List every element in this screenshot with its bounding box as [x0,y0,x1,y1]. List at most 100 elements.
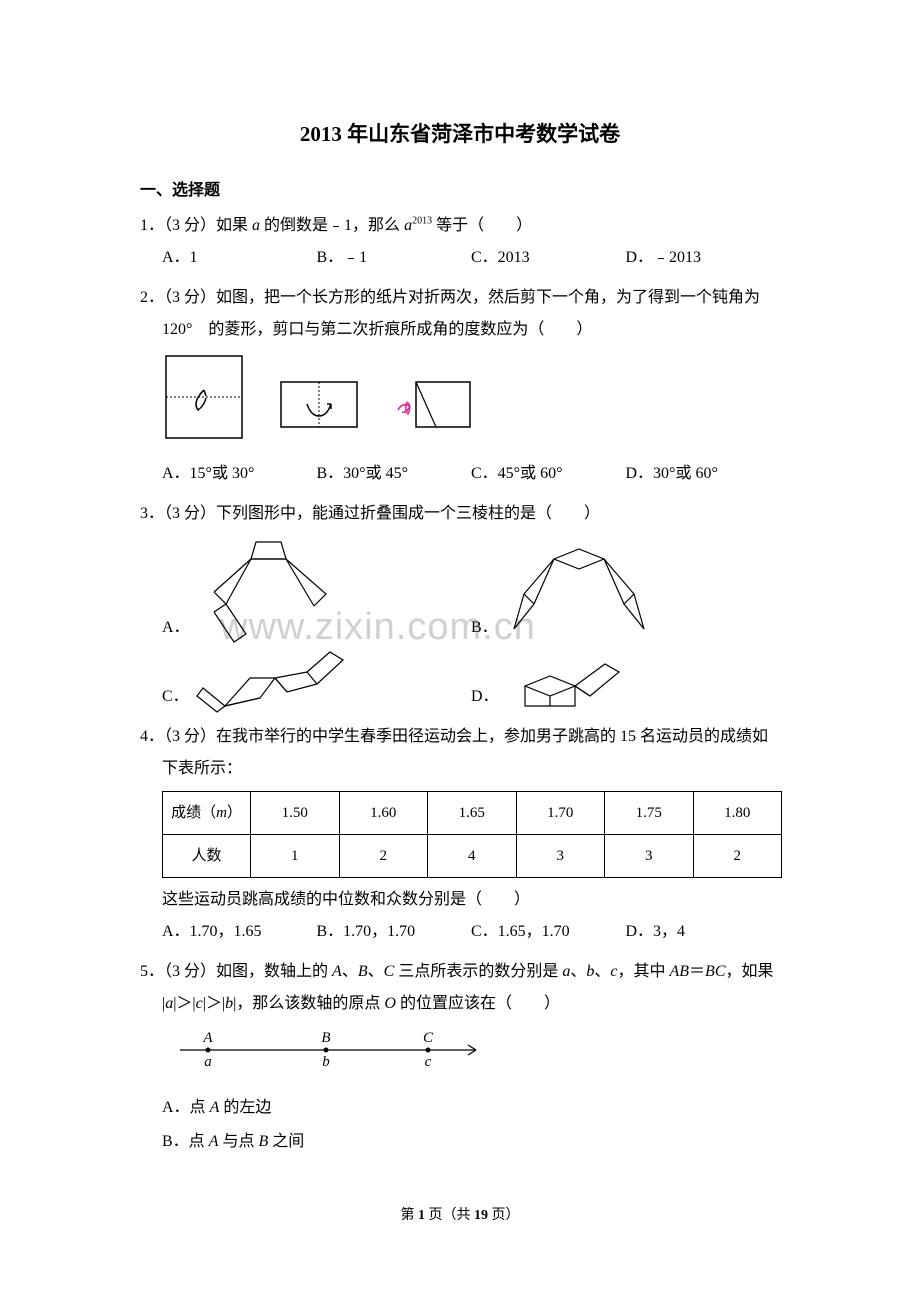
q5-eq: ＝ [689,963,705,980]
q2-text2: 120° 的菱形，剪口与第二次折痕所成角的度数应为（ ） [140,314,780,346]
nl-A: A [202,1030,213,1046]
question-1: 1．（3 分）如果 a 的倒数是﹣1，那么 a2013 等于（ ） A．1 B．… [140,210,780,274]
q4-table: 成绩（m） 1.50 1.60 1.65 1.70 1.75 1.80 人数 1… [162,791,782,878]
q3-option-b-label: B． [471,612,498,644]
q5-optA-var: A [210,1099,220,1116]
q4-option-a: A．1.70，1.65 [162,916,317,948]
q5-O: O [384,995,396,1012]
q1-var-a: a [252,217,260,234]
footer-page: 1 [418,1208,425,1223]
q4-option-b: B．1.70，1.70 [317,916,472,948]
q5-t2d: 的位置应该在（ ） [396,995,560,1012]
q1-option-b: B．﹣1 [317,242,472,274]
q3-option-c-label: C． [162,681,189,713]
q4-text2: 下表所示： [140,753,780,785]
t-h-0: 1.50 [251,792,340,835]
q1-num: 1． [140,217,164,234]
q5-optA-pre: A．点 [162,1099,210,1116]
q2-images [162,352,780,452]
q2-num: 2． [140,289,164,306]
q1-option-a: A．1 [162,242,317,274]
q4-points: （3 分） [164,728,216,745]
footer-mid: 页（共 [425,1208,474,1223]
q1-var-a2: a [404,217,412,234]
q5-s1b: 、 [570,963,586,980]
q5-points: （3 分） [164,963,216,980]
q4-option-d: D．3，4 [626,916,781,948]
q3-option-d-label: D． [471,681,499,713]
nl-a: a [204,1054,212,1070]
q5-C: C [384,963,395,980]
q5-ta: 如图，数轴上的 [216,963,332,980]
q2-option-d: D．30°或 60° [626,458,781,490]
t-c-5: 2 [693,835,782,878]
t-c-4: 3 [605,835,694,878]
q5-t2b: |＞| [173,995,195,1012]
q1-sup: 2013 [412,216,432,227]
footer-total: 19 [474,1208,488,1223]
q5-b2: b [225,995,233,1012]
nl-c: c [425,1054,432,1070]
q4-text1: 在我市举行的中学生春季田径运动会上，参加男子跳高的 15 名运动员的成绩如 [216,728,768,745]
q2-text1: 如图，把一个长方形的纸片对折两次，然后剪下一个角，为了得到一个钝角为 [216,289,760,306]
q5-s1: 、 [342,963,358,980]
q5-B: B [358,963,368,980]
q3-text: 下列图形中，能通过折叠围成一个三棱柱的是（ ） [216,505,600,522]
q5-AB: AB [669,963,689,980]
question-2: 2．（3 分）如图，把一个长方形的纸片对折两次，然后剪下一个角，为了得到一个钝角… [140,282,780,490]
nl-b: b [322,1054,330,1070]
t-h-5: 1.80 [693,792,782,835]
t-r1-label: 成绩（ [171,805,216,821]
fold-image-2 [277,362,362,452]
q5-A: A [332,963,342,980]
q5-t2c: |，那么该数轴的原点 [233,995,384,1012]
q3-num: 3． [140,505,164,522]
fold-image-3 [392,362,477,452]
q1-option-c: C．2013 [471,242,626,274]
q1-points: （3 分） [164,217,216,234]
q5-optB-mid: 与点 [218,1133,258,1150]
q4-text3: 这些运动员跳高成绩的中位数和众数分别是（ ） [140,884,780,916]
q5-optA-post: 的左边 [219,1099,271,1116]
t-h-2: 1.65 [428,792,517,835]
t-c-2: 4 [428,835,517,878]
t-r2-label: 人数 [163,835,251,878]
page-title: 2013 年山东省菏泽市中考数学试卷 [140,118,780,148]
t-c-1: 2 [339,835,428,878]
section-header: 一、选择题 [140,176,780,200]
q1-text-c: 等于（ ） [432,217,532,234]
t-h-1: 1.60 [339,792,428,835]
q1-text-b: 的倒数是﹣1，那么 [260,217,404,234]
q3-points: （3 分） [164,505,216,522]
t-r1-label2: ） [227,805,242,821]
q5-BC: BC [705,963,725,980]
net-image-b [504,534,664,644]
question-5: 5．（3 分）如图，数轴上的 A、B、C 三点所表示的数分别是 a、b、c，其中… [140,956,780,1158]
q5-s2: 、 [368,963,384,980]
number-line-diagram: A B C a b c [176,1028,496,1072]
q5-s2b: 、 [594,963,610,980]
q4-num: 4． [140,728,164,745]
q5-optB-v2: B [258,1133,268,1150]
t-h-4: 1.75 [605,792,694,835]
footer-prefix: 第 [401,1208,419,1223]
fold-image-1 [162,352,247,442]
question-3: 3．（3 分）下列图形中，能通过折叠围成一个三棱柱的是（ ） A． B． [140,498,780,713]
q5-optB-v1: A [209,1133,219,1150]
q2-option-b: B．30°或 45° [317,458,472,490]
t-r1-var: m [216,805,227,821]
t-h-3: 1.70 [516,792,605,835]
q4-option-c: C．1.65，1.70 [471,916,626,948]
footer-suffix: 页） [488,1208,520,1223]
q2-points: （3 分） [164,289,216,306]
t-c-3: 3 [516,835,605,878]
q5-optB-post: 之间 [268,1133,304,1150]
net-image-c [195,648,355,713]
net-image-d [505,648,665,713]
q2-option-a: A．15°或 30° [162,458,317,490]
q3-option-a-label: A． [162,612,190,644]
net-image-a [196,534,356,644]
q5-optB-pre: B．点 [162,1133,209,1150]
q5-c2: c [196,995,203,1012]
q5-td: ，如果 [726,963,774,980]
